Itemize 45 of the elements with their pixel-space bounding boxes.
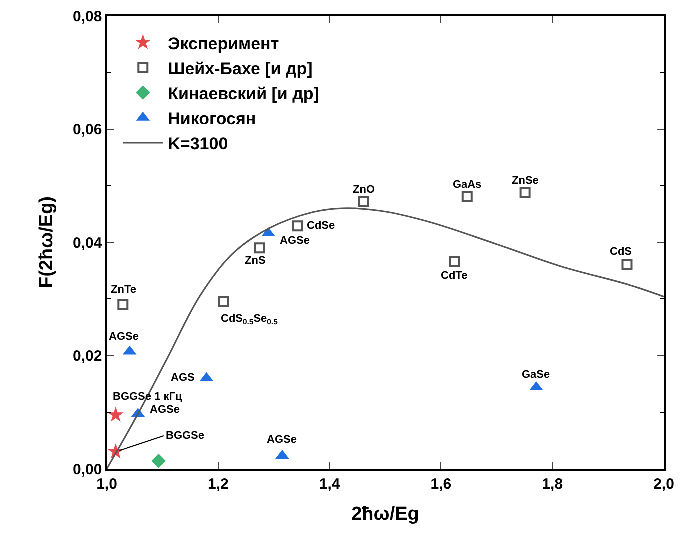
y-axis-title: F(2ħω/Eg) <box>36 196 58 289</box>
y-tick-label: 0,08 <box>73 8 102 26</box>
y-tick-label: 0,04 <box>73 234 103 252</box>
x-tick-label: 1,0 <box>96 476 118 493</box>
point <box>218 296 230 308</box>
y-tick-label: 0,06 <box>73 122 102 138</box>
annotation: ZnO <box>353 184 376 196</box>
x-tick-label: 1,2 <box>208 476 229 493</box>
point <box>462 191 473 202</box>
annotation: BGGSe <box>166 430 205 442</box>
annotation: AGSe <box>109 331 139 343</box>
x-tick-label: 2,0 <box>654 476 674 493</box>
annotation: GaAs <box>453 179 482 191</box>
point <box>254 242 266 254</box>
point <box>622 259 633 270</box>
annotation: AGSe <box>280 235 310 247</box>
annotation: AGS <box>171 372 195 384</box>
annotation: GaSe <box>522 369 550 381</box>
annotation: CdSe <box>307 220 336 232</box>
point <box>520 187 531 198</box>
annotation: AGSe <box>150 404 180 416</box>
legend-label: K=3100 <box>168 134 228 154</box>
annotation: CdTe <box>441 270 468 282</box>
legend-label: Эксперимент <box>168 34 280 54</box>
annotation: ZnSe <box>512 175 539 187</box>
x-axis-title: 2ħω/Eg <box>352 504 420 526</box>
legend-label: Шейх-Бахе [и др] <box>168 59 313 78</box>
annotation: ZnTe <box>111 284 136 296</box>
point <box>449 256 460 268</box>
y-tick-label: 0,02 <box>73 348 102 365</box>
point <box>152 454 166 468</box>
x-tick-label: 1,8 <box>542 476 564 493</box>
legend-label: Никогосян <box>168 110 256 129</box>
point <box>118 299 129 310</box>
x-tick-label: 1,4 <box>319 476 341 493</box>
point <box>358 196 370 208</box>
annotation: AGSe <box>267 434 297 446</box>
annotation: ZnS <box>245 255 266 267</box>
annotation: CdS$_{0.5}$Se$_{0.5}$ <box>221 313 279 326</box>
point <box>108 406 124 422</box>
annotation: CdS <box>610 246 632 258</box>
point <box>292 220 303 232</box>
y-tick-label: 0,00 <box>73 461 102 478</box>
legend-label: Кинаевский [и др] <box>168 84 320 104</box>
x-tick-label: 1,6 <box>430 476 452 493</box>
